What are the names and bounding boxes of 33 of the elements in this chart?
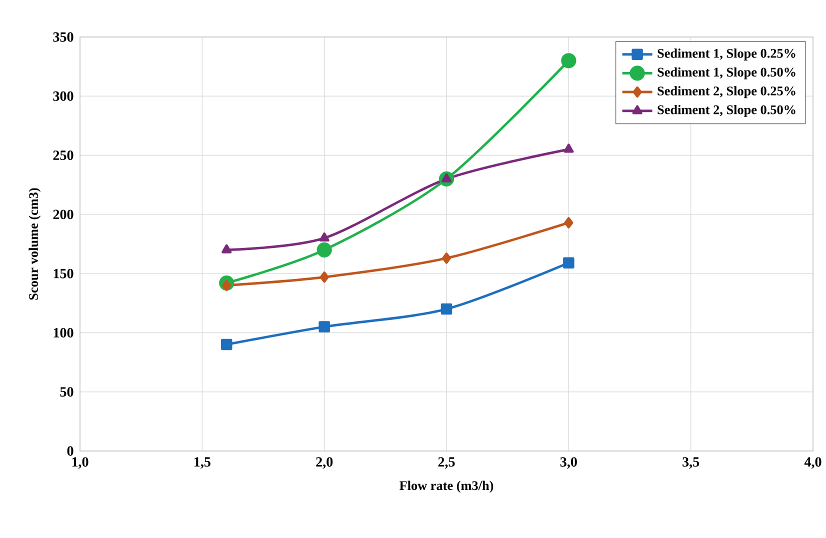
x-tick-label: 2,0 (316, 457, 333, 469)
point (563, 257, 574, 269)
legend-label: Sediment 1, Slope 0.50% (658, 67, 796, 80)
x-tick-label: 4,0 (804, 457, 822, 469)
point (318, 321, 330, 332)
y-tick-label: 0 (67, 446, 74, 456)
point (564, 144, 574, 153)
point (561, 53, 576, 68)
y-tick-label: 300 (53, 91, 74, 101)
y-axis-title: Scour volume (cm3) (28, 188, 41, 300)
point (442, 252, 452, 264)
y-tick-label: 350 (53, 32, 74, 42)
legend-label: Sediment 2, Slope 0.25% (658, 86, 796, 98)
legend-label: Sediment 2, Slope 0.50% (658, 104, 796, 117)
y-tick-label: 250 (53, 150, 74, 160)
point (564, 217, 574, 228)
point (320, 271, 329, 283)
x-axis-title: Flow rate (m3/h) (400, 480, 494, 493)
point (222, 244, 232, 254)
point (440, 303, 452, 315)
y-tick-label: 100 (54, 328, 74, 338)
x-tick-label: 3,5 (682, 457, 700, 469)
x-tick-label: 3,0 (560, 457, 577, 469)
point (316, 242, 332, 258)
point (319, 232, 330, 242)
y-tick-label: 200 (53, 210, 74, 220)
x-tick-label: 2,5 (438, 457, 455, 469)
x-tick-label: 1,5 (194, 457, 210, 469)
y-tick-label: 50 (60, 387, 74, 397)
point (220, 338, 232, 350)
legend-label: Sediment 1, Slope 0.25% (658, 48, 796, 60)
y-tick-label: 150 (54, 268, 74, 278)
x-tick-label: 1,0 (72, 457, 88, 469)
